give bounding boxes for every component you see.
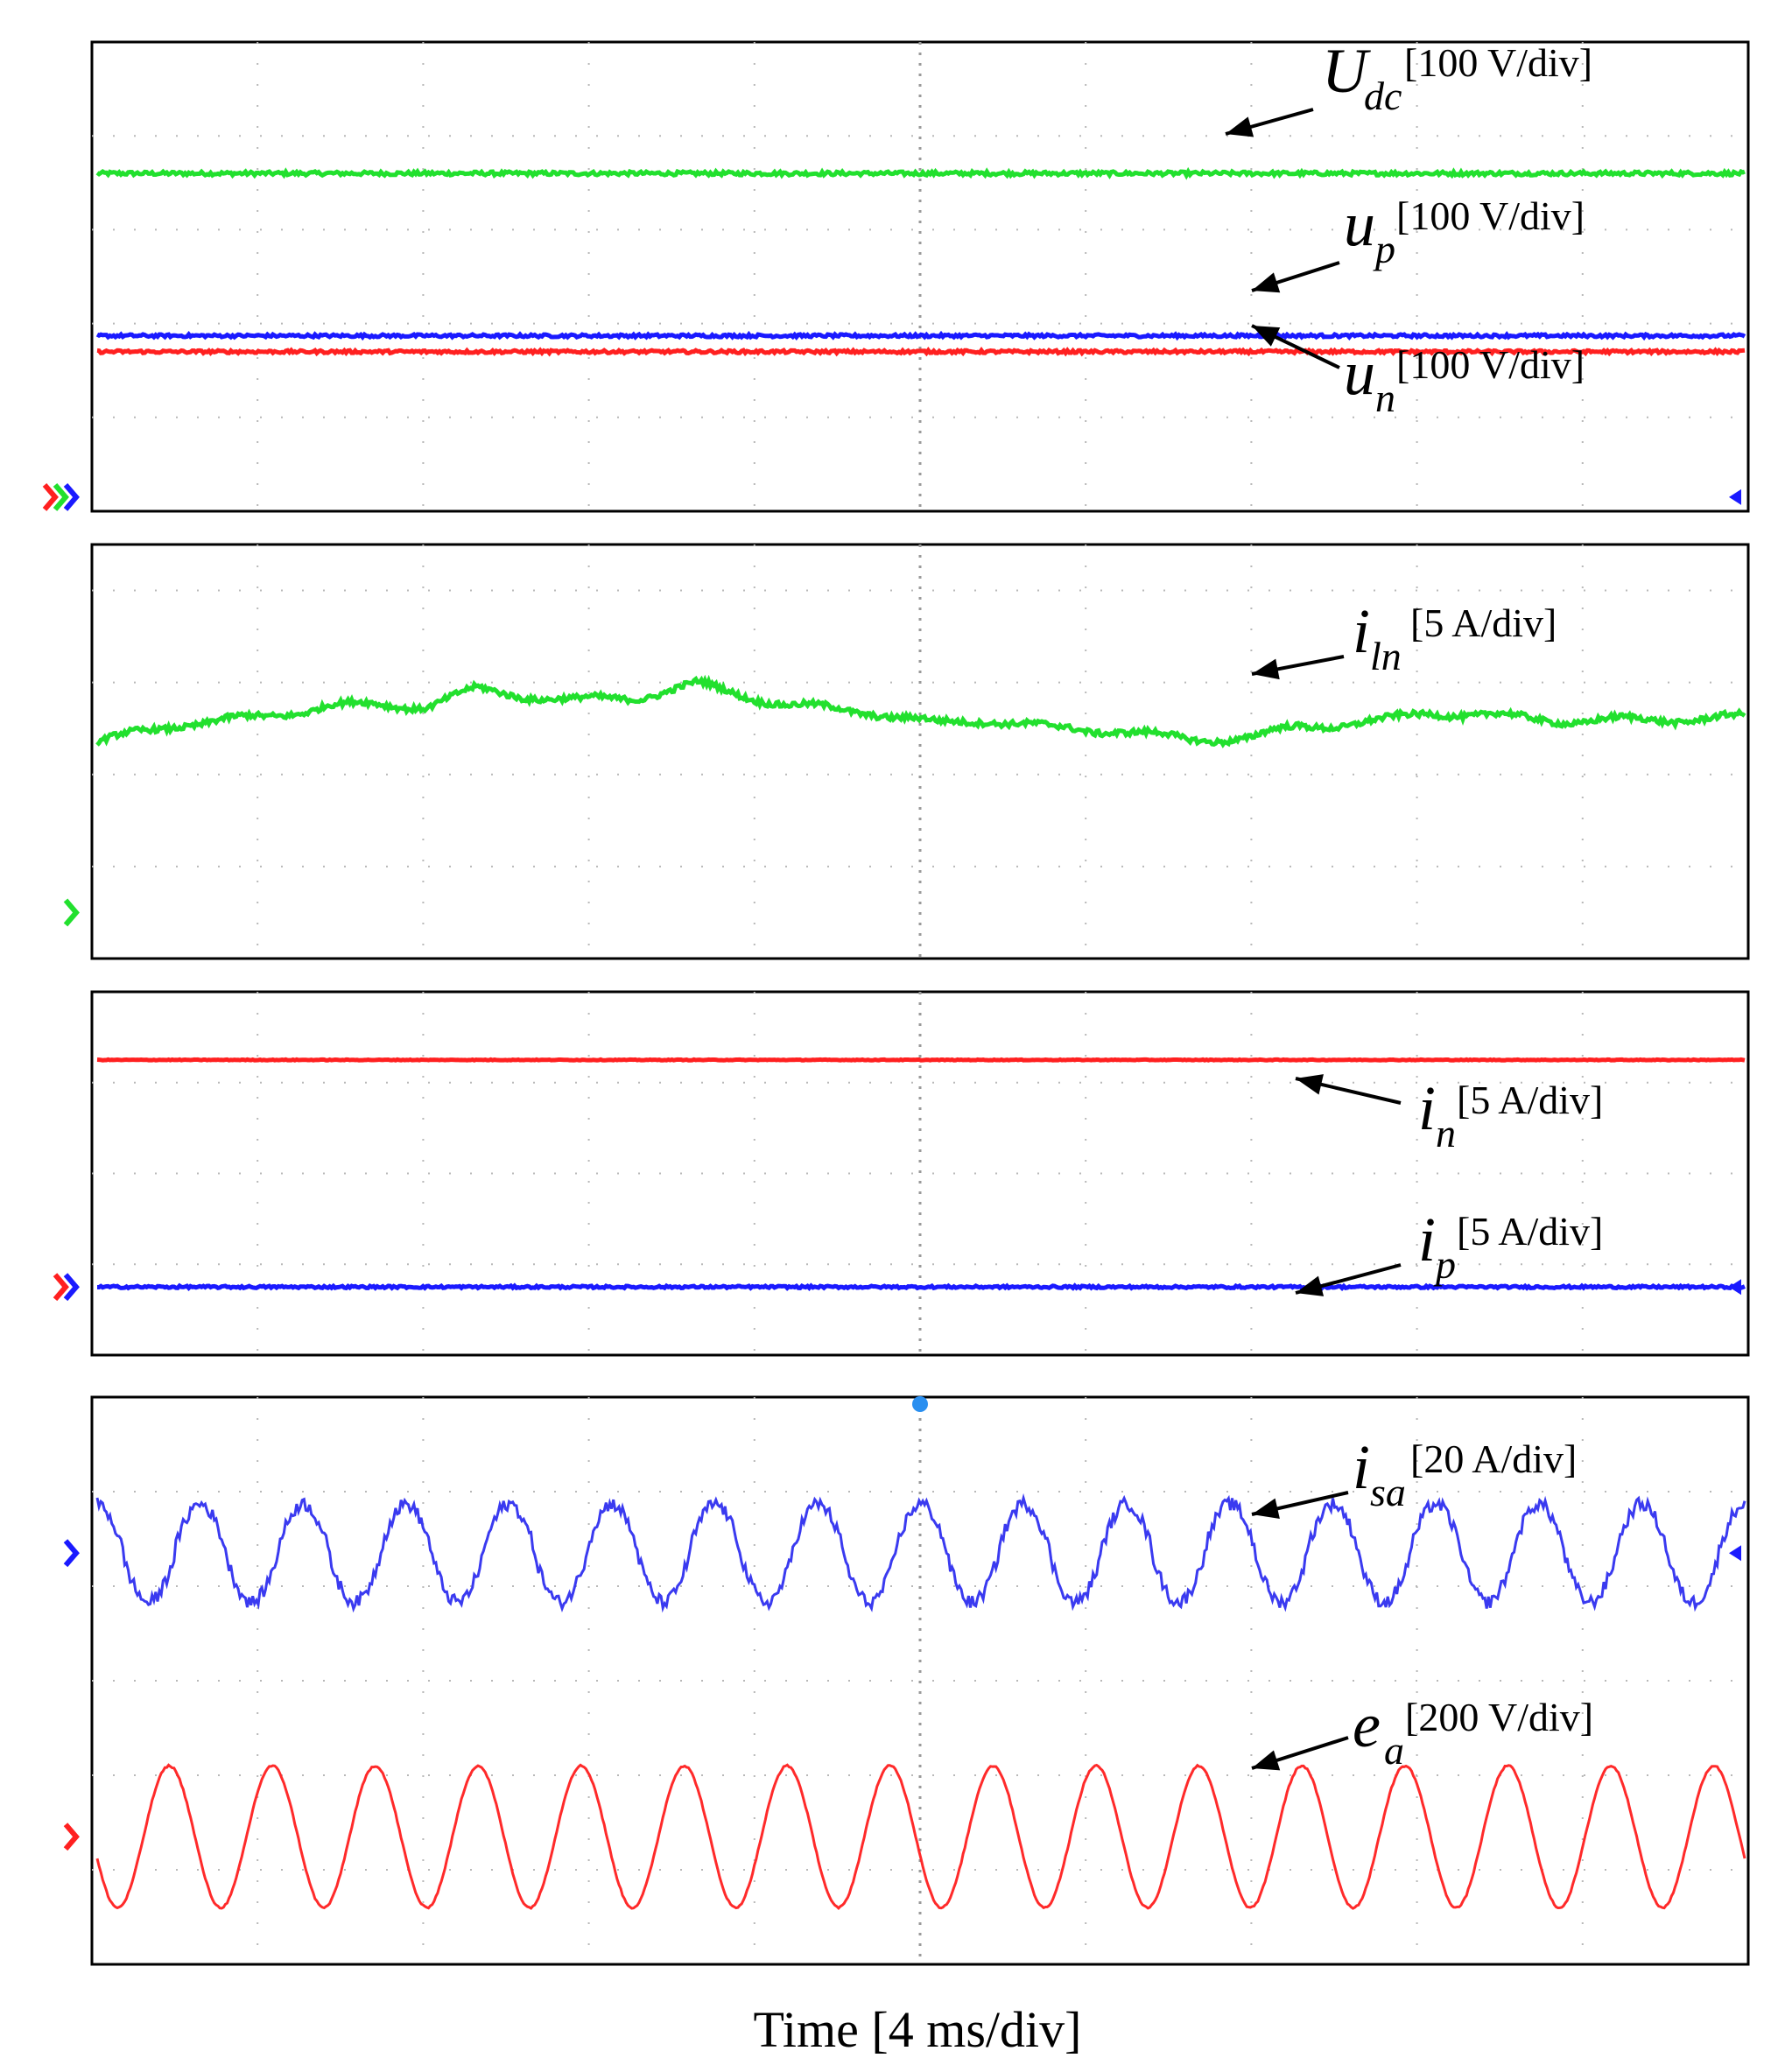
scope-panel-1: Udc[100 V/div]u p[100 V/div]u n[100 V/div]	[42, 36, 1750, 513]
reference-marker	[63, 1539, 80, 1568]
label-arrow-head	[1252, 326, 1281, 347]
series-symbol: i	[1353, 596, 1370, 666]
series-symbol: u	[1344, 189, 1375, 259]
series-subscript: dc	[1364, 74, 1402, 118]
series-symbol: i	[1418, 1073, 1436, 1143]
series-scale: [5 A/div]	[1410, 601, 1557, 645]
trigger-marker	[912, 1396, 928, 1412]
series-scale: [5 A/div]	[1457, 1209, 1603, 1254]
series-symbol: i	[1418, 1205, 1436, 1275]
series-subscript: n	[1375, 376, 1395, 420]
series-scale: [5 A/div]	[1457, 1078, 1603, 1122]
panel-frame	[90, 40, 1750, 513]
series-subscript: a	[1384, 1728, 1404, 1773]
series-scale: [100 V/div]	[1404, 40, 1592, 85]
reference-marker	[53, 1273, 69, 1302]
x-axis-label: Time [4 ms/div]	[754, 2001, 1082, 2058]
label-arrow-head	[1252, 1498, 1280, 1520]
reference-marker	[63, 1273, 80, 1302]
trace-un	[96, 346, 1746, 357]
series-subscript: p	[1373, 227, 1395, 271]
reference-marker	[63, 1823, 80, 1851]
panel-frame	[90, 990, 1750, 1357]
series-scale: [100 V/div]	[1396, 193, 1585, 238]
panel-frame	[90, 543, 1750, 960]
right-level-marker	[1729, 1545, 1741, 1562]
trace-in	[96, 1057, 1746, 1063]
label-arrow-head	[1252, 658, 1280, 680]
series-symbol: u	[1344, 338, 1375, 408]
trace-Udc	[95, 166, 1746, 180]
reference-marker	[63, 482, 80, 511]
series-symbol: U	[1322, 36, 1371, 106]
series-subscript: sa	[1370, 1470, 1406, 1514]
series-symbol: e	[1353, 1690, 1381, 1760]
right-level-marker	[1729, 1279, 1741, 1296]
scope-panel-3: i n[5 A/div]i p[5 A/div]	[53, 990, 1750, 1357]
scope-panel-2: i ln[5 A/div]	[63, 543, 1750, 960]
series-symbol: i	[1353, 1432, 1370, 1502]
label-arrow-head	[1296, 1074, 1324, 1095]
series-subscript: n	[1436, 1111, 1456, 1155]
label-arrow-head	[1252, 1750, 1281, 1771]
trace-up	[95, 330, 1746, 341]
trace-ip	[97, 1282, 1746, 1292]
label-arrow-head	[1226, 116, 1254, 137]
series-scale: [20 A/div]	[1410, 1436, 1577, 1481]
trace-ea	[95, 1763, 1746, 1911]
series-scale: [100 V/div]	[1396, 342, 1585, 387]
reference-marker	[42, 482, 59, 511]
right-level-marker	[1729, 488, 1741, 505]
label-arrow-head	[1252, 272, 1281, 293]
series-scale: [200 V/div]	[1405, 1695, 1593, 1739]
trace-isa	[95, 1493, 1746, 1613]
reference-marker	[63, 898, 80, 927]
reference-marker	[53, 482, 69, 511]
series-subscript: p	[1433, 1242, 1456, 1287]
series-subscript: ln	[1370, 634, 1402, 678]
label-arrow-head	[1296, 1275, 1325, 1296]
trace-iln	[95, 674, 1746, 748]
scope-panel-4: i sa[20 A/div] e a[200 V/div]	[63, 1395, 1750, 1966]
